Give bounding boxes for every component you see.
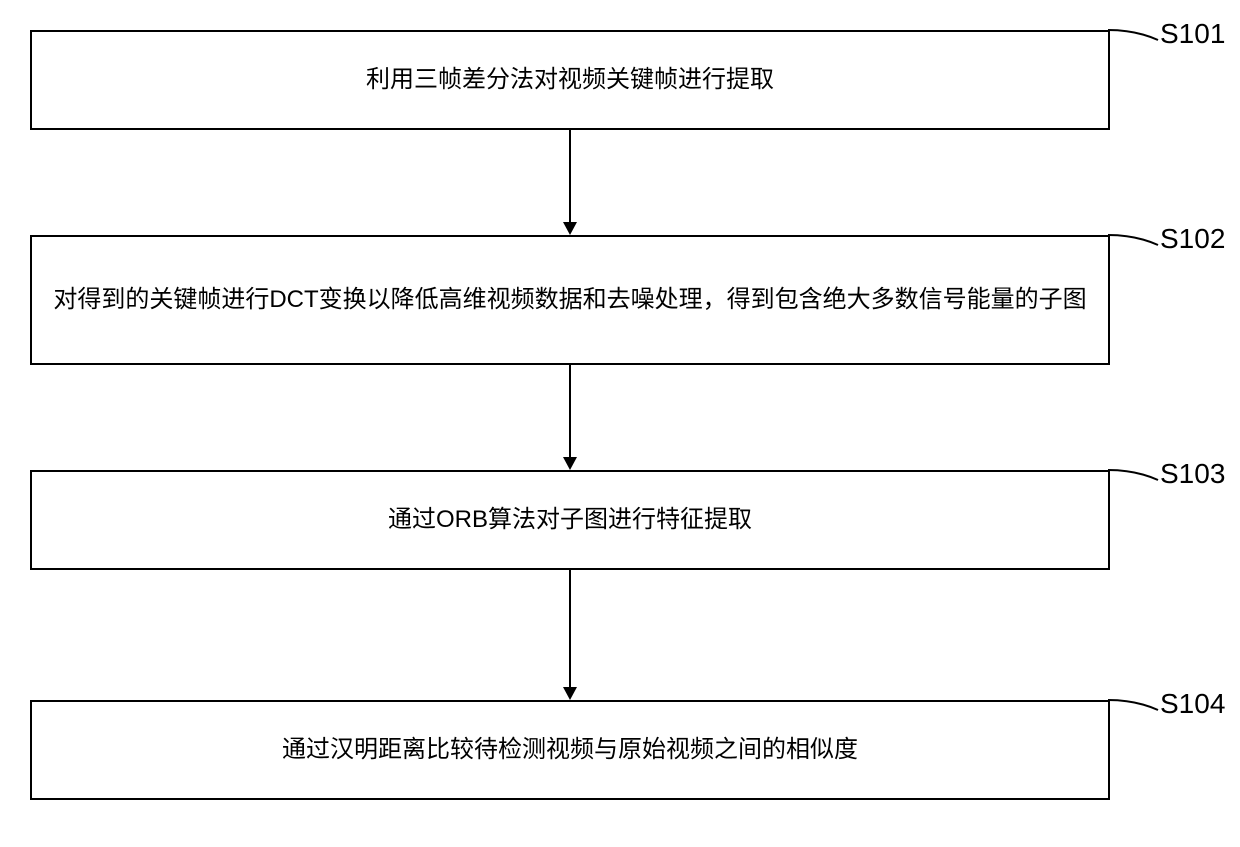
- flow-node-s104: 通过汉明距离比较待检测视频与原始视频之间的相似度: [30, 700, 1110, 800]
- flowchart-canvas: 利用三帧差分法对视频关键帧进行提取 S101 对得到的关键帧进行DCT变换以降低…: [0, 0, 1240, 847]
- flow-label-s103: S103: [1160, 458, 1225, 490]
- flow-arrow-1: [560, 130, 580, 235]
- flow-node-s101-text: 利用三帧差分法对视频关键帧进行提取: [366, 62, 774, 98]
- label-connector-s103: [1108, 468, 1162, 488]
- flow-node-s101: 利用三帧差分法对视频关键帧进行提取: [30, 30, 1110, 130]
- flow-node-s103: 通过ORB算法对子图进行特征提取: [30, 470, 1110, 570]
- label-connector-s104: [1108, 698, 1162, 718]
- flow-node-s102-text: 对得到的关键帧进行DCT变换以降低高维视频数据和去噪处理，得到包含绝大多数信号能…: [53, 282, 1086, 318]
- flow-label-s101: S101: [1160, 18, 1225, 50]
- flow-node-s103-text: 通过ORB算法对子图进行特征提取: [388, 502, 752, 538]
- flow-label-s104: S104: [1160, 688, 1225, 720]
- flow-node-s104-text: 通过汉明距离比较待检测视频与原始视频之间的相似度: [282, 732, 858, 768]
- label-connector-s101: [1108, 28, 1162, 48]
- flow-node-s102: 对得到的关键帧进行DCT变换以降低高维视频数据和去噪处理，得到包含绝大多数信号能…: [30, 235, 1110, 365]
- label-connector-s102: [1108, 233, 1162, 253]
- flow-arrow-2: [560, 365, 580, 470]
- flow-label-s102: S102: [1160, 223, 1225, 255]
- flow-arrow-3: [560, 570, 580, 700]
